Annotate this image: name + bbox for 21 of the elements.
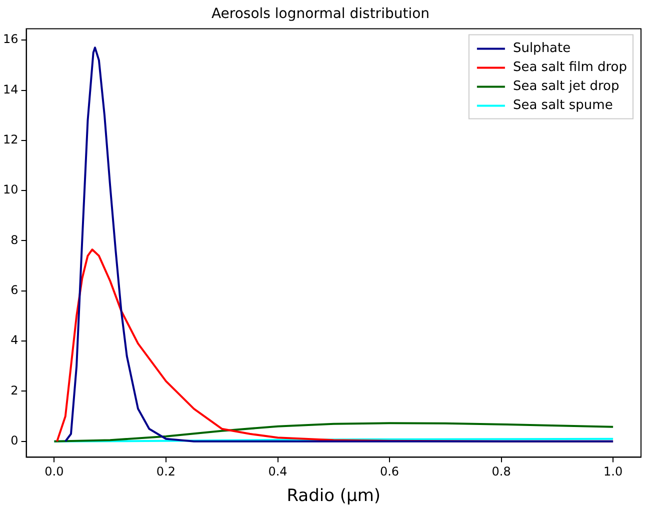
y-tick-label: 6	[10, 283, 18, 298]
x-tick-label: 1.0	[604, 464, 623, 479]
y-tick-label: 8	[10, 232, 18, 247]
x-tick-label: 0.2	[156, 464, 176, 479]
legend-label: Sulphate	[512, 41, 571, 56]
x-tick-label: 0.0	[44, 464, 64, 479]
legend-label: Sea salt jet drop	[512, 79, 620, 94]
chart-title: Aerosols lognormal distribution	[211, 6, 430, 22]
y-tick-label: 16	[2, 32, 18, 46]
legend-label: Sea salt spume	[512, 98, 613, 114]
y-tick-label: 14	[2, 82, 18, 96]
legend-label: Sea salt film drop	[512, 60, 628, 76]
x-tick-label: 0.4	[268, 464, 288, 479]
y-tick-label: 4	[10, 333, 18, 348]
y-tick-label: 12	[2, 132, 18, 147]
x-tick-label: 0.8	[492, 464, 511, 479]
x-tick-label: 0.6	[380, 464, 400, 479]
x-axis-title: Radio (μm)	[286, 486, 381, 506]
y-tick-label: 10	[2, 182, 18, 197]
y-tick-label: 0	[10, 434, 18, 448]
y-tick-label: 2	[10, 383, 18, 398]
